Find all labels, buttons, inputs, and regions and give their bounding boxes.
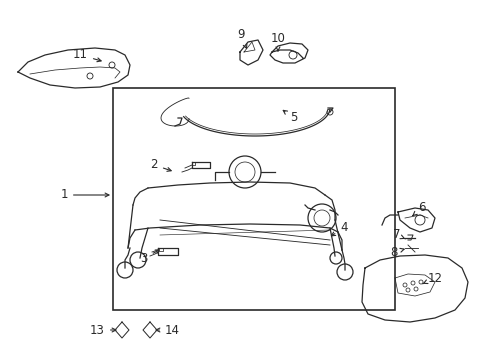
Text: 4: 4 [331,221,347,236]
Text: 2: 2 [150,158,171,171]
Text: 12: 12 [422,271,442,284]
Bar [113,88,394,310]
Text: 5: 5 [283,111,297,125]
Text: 11: 11 [73,49,101,62]
Text: 10: 10 [270,31,285,51]
Text: 13: 13 [90,324,116,337]
Text: 3: 3 [141,250,159,265]
Text: 9: 9 [237,28,246,48]
Text: 6: 6 [412,202,425,216]
Text: 14: 14 [156,324,180,337]
Text: 7: 7 [392,229,405,242]
Text: 1: 1 [61,189,109,202]
Text: 8: 8 [390,246,404,258]
